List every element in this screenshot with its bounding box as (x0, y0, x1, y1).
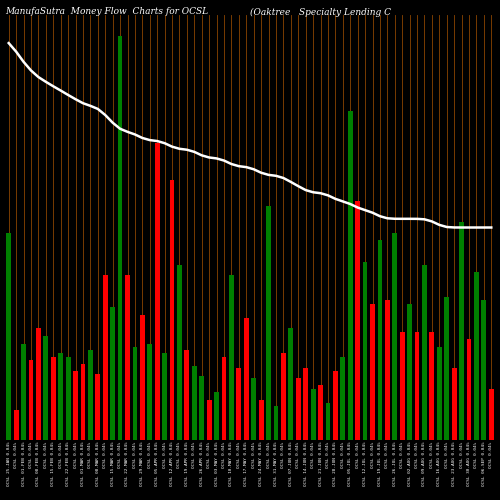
Bar (155, 142, 160, 440)
Bar (36, 328, 41, 440)
Bar (236, 368, 242, 440)
Bar (73, 371, 78, 440)
Bar (80, 364, 86, 440)
Bar (392, 233, 397, 440)
Bar (474, 272, 479, 440)
Bar (244, 318, 248, 440)
Bar (452, 368, 456, 440)
Text: ManufaSutra  Money Flow  Charts for OCSL: ManufaSutra Money Flow Charts for OCSL (5, 8, 208, 16)
Bar (110, 307, 115, 440)
Bar (162, 353, 167, 440)
Bar (414, 332, 420, 440)
Bar (14, 410, 18, 440)
Bar (170, 180, 174, 440)
Bar (355, 201, 360, 440)
Bar (333, 371, 338, 440)
Bar (437, 346, 442, 440)
Bar (118, 36, 122, 440)
Bar (340, 357, 345, 440)
Bar (296, 378, 300, 440)
Bar (466, 339, 471, 440)
Bar (378, 240, 382, 440)
Bar (489, 389, 494, 440)
Text: (Oaktree   Specialty Lending C: (Oaktree Specialty Lending C (250, 8, 391, 16)
Bar (58, 353, 63, 440)
Bar (274, 406, 278, 440)
Bar (362, 262, 368, 440)
Bar (459, 222, 464, 440)
Bar (177, 264, 182, 440)
Bar (140, 314, 145, 440)
Bar (422, 264, 427, 440)
Bar (21, 344, 26, 440)
Bar (310, 389, 316, 440)
Bar (304, 368, 308, 440)
Bar (444, 296, 449, 440)
Bar (400, 332, 404, 440)
Bar (88, 350, 93, 440)
Bar (132, 346, 138, 440)
Bar (281, 353, 286, 440)
Bar (252, 378, 256, 440)
Bar (6, 233, 11, 440)
Bar (348, 110, 352, 440)
Bar (148, 344, 152, 440)
Bar (192, 366, 196, 440)
Bar (184, 350, 190, 440)
Bar (44, 336, 48, 440)
Bar (222, 357, 226, 440)
Bar (125, 276, 130, 440)
Bar (103, 276, 108, 440)
Bar (318, 385, 323, 440)
Bar (28, 360, 34, 440)
Bar (326, 403, 330, 440)
Bar (207, 400, 212, 440)
Bar (51, 357, 56, 440)
Bar (370, 304, 375, 440)
Bar (258, 400, 264, 440)
Bar (200, 376, 204, 440)
Bar (288, 328, 293, 440)
Bar (385, 300, 390, 440)
Bar (214, 392, 219, 440)
Bar (229, 276, 234, 440)
Bar (96, 374, 100, 440)
Bar (430, 332, 434, 440)
Bar (266, 206, 271, 440)
Bar (66, 357, 70, 440)
Bar (482, 300, 486, 440)
Bar (407, 304, 412, 440)
